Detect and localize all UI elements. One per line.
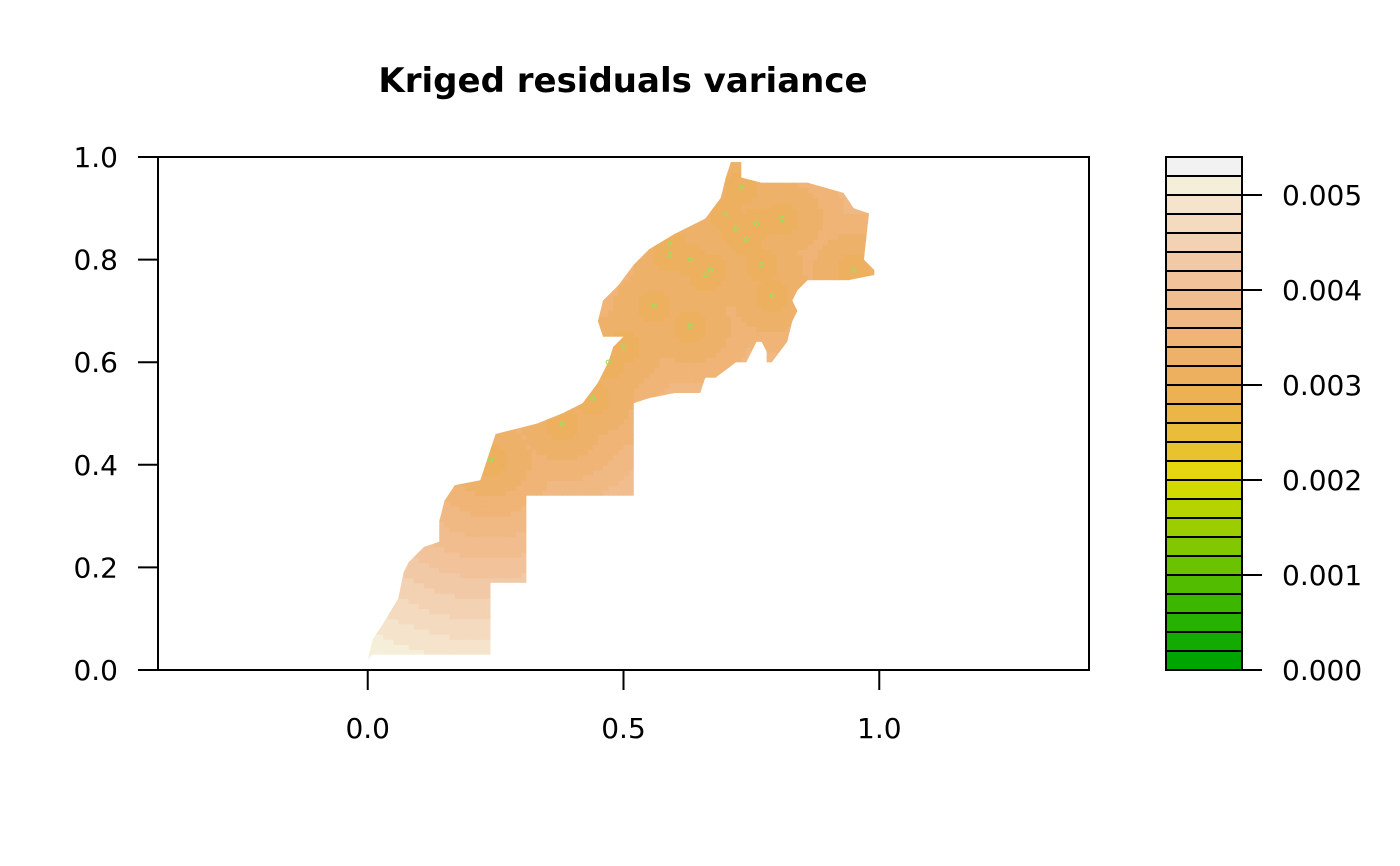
colorbar-cell — [1165, 251, 1243, 272]
colorbar-tick-label: 0.001 — [1282, 559, 1362, 592]
colorbar-cell — [1165, 289, 1243, 310]
observation-point — [687, 323, 693, 329]
colorbar-cell — [1165, 631, 1243, 652]
colorbar-cell — [1165, 460, 1243, 481]
y-tick-label: 1.0 — [73, 141, 118, 174]
observation-points — [487, 185, 857, 463]
colorbar-legend: 0.000 0.001 0.002 0.003 0.004 0.005 — [1165, 156, 1362, 687]
x-tick-label: 1.0 — [857, 712, 902, 745]
observation-point — [487, 457, 494, 463]
colorbar-cell — [1165, 346, 1243, 367]
colorbar-cell — [1165, 498, 1243, 519]
colorbar-cell — [1165, 593, 1243, 614]
x-tick-label: 0.5 — [601, 712, 646, 745]
observation-point — [702, 272, 708, 278]
colorbar-cell — [1165, 232, 1243, 253]
observation-point — [666, 241, 673, 247]
colorbar-cell — [1165, 175, 1243, 196]
observation-point — [590, 395, 596, 401]
x-tick-label: 0.0 — [345, 712, 390, 745]
colorbar-tick-label: 0.003 — [1282, 369, 1362, 402]
observation-point — [605, 359, 611, 365]
colorbar-tick-label: 0.005 — [1282, 179, 1362, 212]
observation-point — [620, 344, 627, 350]
observation-point — [733, 226, 739, 232]
y-tick-label: 0.2 — [73, 551, 118, 584]
colorbar-cell — [1165, 574, 1243, 595]
colorbar-tick-label: 0.004 — [1282, 274, 1362, 307]
colorbar-cell — [1165, 213, 1243, 234]
observation-point — [707, 267, 714, 273]
observation-point — [651, 303, 657, 309]
y-tick-label: 0.6 — [73, 346, 118, 379]
observation-point — [738, 185, 744, 191]
colorbar-cell — [1165, 650, 1243, 671]
colorbar-cell — [1165, 479, 1243, 500]
observation-point — [687, 257, 693, 263]
colorbar-cell — [1165, 365, 1243, 386]
colorbar-cell — [1165, 384, 1243, 405]
observation-point — [851, 267, 857, 273]
observation-point — [723, 210, 729, 216]
colorbar-cell — [1165, 156, 1243, 177]
colorbar-tick-label: 0.000 — [1282, 654, 1362, 687]
colorbar-cell — [1165, 536, 1243, 557]
colorbar-cell — [1165, 308, 1243, 329]
observation-point — [666, 251, 673, 258]
colorbar-cell — [1165, 517, 1243, 538]
observation-point — [559, 421, 565, 427]
colorbar-cell — [1165, 270, 1243, 291]
kriged-surface — [367, 162, 875, 660]
y-tick-label: 0.0 — [73, 654, 118, 687]
colorbar-cell — [1165, 194, 1243, 215]
colorbar-cell — [1165, 327, 1243, 348]
y-axis: 0.0 0.2 0.4 0.6 0.8 1.0 — [73, 141, 158, 687]
observation-point — [743, 236, 749, 242]
chart-title: Kriged residuals variance — [378, 61, 867, 101]
observation-point — [758, 262, 765, 268]
colorbar-cell — [1165, 403, 1243, 424]
observation-point — [779, 216, 785, 222]
colorbar-cell — [1165, 441, 1243, 462]
colorbar-tick-label: 0.002 — [1282, 464, 1362, 497]
x-axis: 0.0 0.5 1.0 — [345, 669, 902, 745]
colorbar-cell — [1165, 612, 1243, 633]
observation-point — [753, 221, 760, 227]
observation-point — [769, 292, 775, 299]
colorbar-cell — [1165, 422, 1243, 443]
y-tick-label: 0.8 — [73, 244, 118, 277]
colorbar-cell — [1165, 555, 1243, 576]
y-tick-label: 0.4 — [73, 449, 118, 482]
